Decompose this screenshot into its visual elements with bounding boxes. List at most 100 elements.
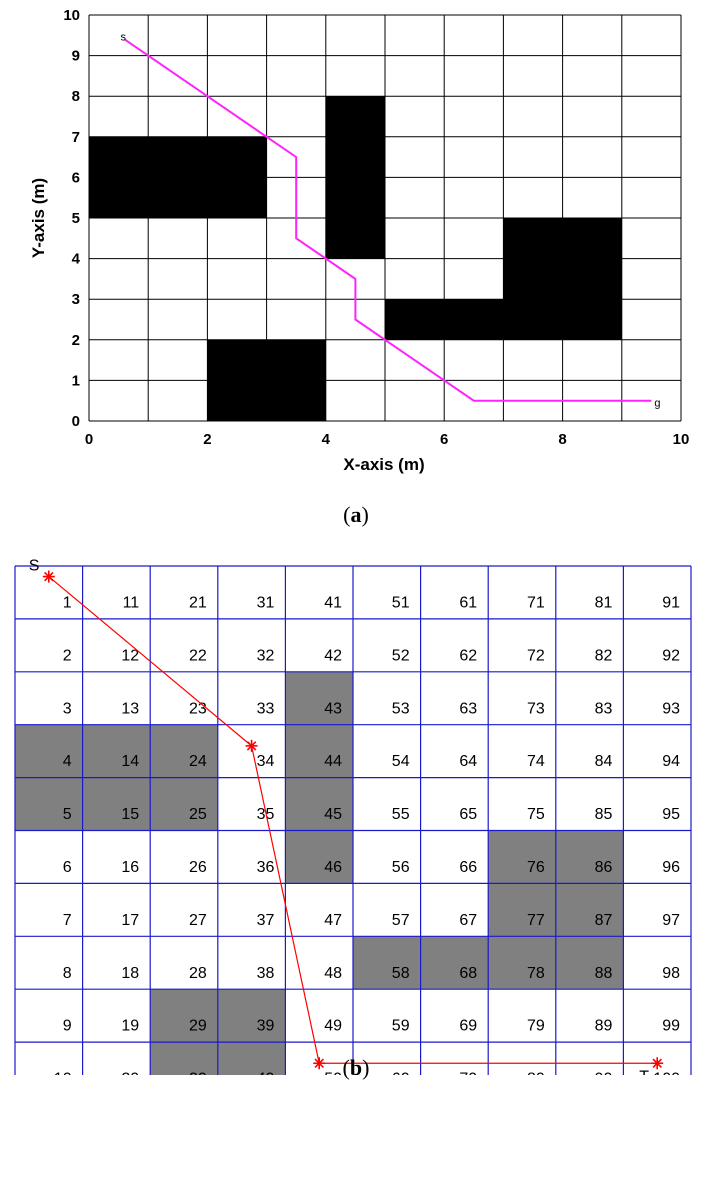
cell-number: 86: [595, 859, 613, 876]
cell-number: 64: [459, 753, 477, 770]
path-markers: [42, 570, 664, 1070]
start-label: S: [29, 558, 40, 575]
y-tick-labels: 0 1 2 3 4 5 6 7 8 9 10: [63, 7, 80, 430]
cell-number: 7: [63, 912, 72, 929]
cell-number: 44: [324, 753, 342, 770]
cell-number: 73: [527, 700, 545, 717]
obstacle-cell: [555, 883, 624, 937]
cell-number: 66: [459, 859, 477, 876]
cell-number: 29: [189, 1018, 207, 1035]
cell-number: 98: [662, 965, 680, 982]
grid-lines: [14, 565, 692, 1075]
cell-number: 69: [459, 1018, 477, 1035]
path-marker: [245, 739, 258, 752]
x-tick-label: 10: [673, 431, 690, 448]
cell-numbers: 1234567891011121314151617181920212223242…: [54, 594, 680, 1075]
obstacle-cell: [285, 830, 353, 884]
cell-number: 65: [459, 806, 477, 823]
cell-number: 16: [121, 859, 139, 876]
y-tick-label: 5: [72, 210, 80, 227]
x-tick-label: 4: [322, 431, 331, 448]
cell-number: 41: [324, 594, 342, 611]
cell-number: 84: [595, 753, 613, 770]
cell-number: 23: [189, 700, 207, 717]
cell-number: 11: [123, 594, 140, 611]
cell-number: 20: [121, 1071, 139, 1075]
cell-number: 92: [662, 647, 680, 664]
x-tick-labels: 0 2 4 6 8 10: [85, 431, 690, 448]
y-tick-label: 8: [72, 88, 80, 105]
cell-number: 18: [121, 965, 139, 982]
cell-number: 85: [595, 806, 613, 823]
cell-number: 82: [595, 647, 613, 664]
obstacle-cell: [285, 777, 353, 831]
cell-number: 88: [595, 965, 613, 982]
cell-number: 55: [392, 806, 410, 823]
cell-number: 15: [121, 806, 139, 823]
cell-number: 89: [595, 1018, 613, 1035]
cell-number: 33: [257, 700, 275, 717]
planned-path: [48, 576, 658, 1064]
caption-a: (a): [343, 502, 369, 527]
cell-number: 96: [662, 859, 680, 876]
obstacle-cell: [150, 777, 218, 831]
y-tick-label: 1: [72, 372, 80, 389]
cell-number: 77: [527, 912, 545, 929]
cell-number: 94: [662, 753, 680, 770]
cell-number: 80: [527, 1071, 545, 1075]
cell-number: 2: [63, 647, 72, 664]
cell-number: 68: [459, 965, 477, 982]
goal-label: g: [654, 398, 660, 410]
obstacle-cell: [217, 989, 286, 1043]
cell-number: 42: [324, 647, 342, 664]
cell-number: 81: [595, 594, 613, 611]
cell-number: 78: [527, 965, 545, 982]
obstacle-cell: [488, 883, 556, 937]
path-marker: [42, 570, 55, 583]
cell-number: 22: [189, 647, 207, 664]
y-axis-label: Y-axis (m): [29, 178, 48, 258]
cell-number: 52: [392, 647, 410, 664]
cell-number: 67: [459, 912, 477, 929]
cell-number: 90: [595, 1071, 613, 1075]
cell-number: 56: [392, 859, 410, 876]
obstacle-cell: [217, 1042, 286, 1075]
path-marker: [313, 1057, 326, 1070]
y-tick-label: 10: [63, 7, 80, 24]
cell-number: 36: [257, 859, 275, 876]
obstacle-cell: [285, 724, 353, 778]
obstacle-cell: [15, 777, 83, 831]
cell-number: 51: [392, 594, 410, 611]
obstacle-cell: [353, 936, 421, 990]
obstacle-cell: [82, 777, 151, 831]
cell-number: 45: [324, 806, 342, 823]
obstacle-cells: [15, 671, 624, 1075]
caption-b: (b): [342, 1055, 370, 1080]
obstacle-cell: [555, 936, 624, 990]
x-tick-label: 0: [85, 431, 93, 448]
cell-number: 39: [257, 1018, 275, 1035]
cell-number: 8: [63, 965, 72, 982]
cell-number: 43: [324, 700, 342, 717]
numbered-grid-diagram: 1234567891011121314151617181920212223242…: [14, 558, 692, 1075]
grid-lines: [88, 14, 682, 422]
obstacle-cell: [555, 830, 624, 884]
cell-number: 95: [662, 806, 680, 823]
cell-number: 63: [459, 700, 477, 717]
cell-number: 53: [392, 700, 410, 717]
cell-number: 3: [63, 700, 72, 717]
cell-number: 25: [189, 806, 207, 823]
y-tick-label: 2: [72, 332, 80, 349]
cell-number: 61: [459, 594, 477, 611]
cell-number: 62: [459, 647, 477, 664]
cell-number: 12: [121, 647, 139, 664]
cell-number: 75: [527, 806, 545, 823]
cell-number: 46: [324, 859, 342, 876]
cell-number: 14: [121, 753, 139, 770]
planned-path: [123, 38, 652, 402]
cell-number: 49: [324, 1018, 342, 1035]
cell-number: 91: [662, 594, 680, 611]
cell-number: 9: [63, 1018, 72, 1035]
obstacle-cell: [150, 1042, 218, 1075]
x-tick-label: 2: [203, 431, 211, 448]
